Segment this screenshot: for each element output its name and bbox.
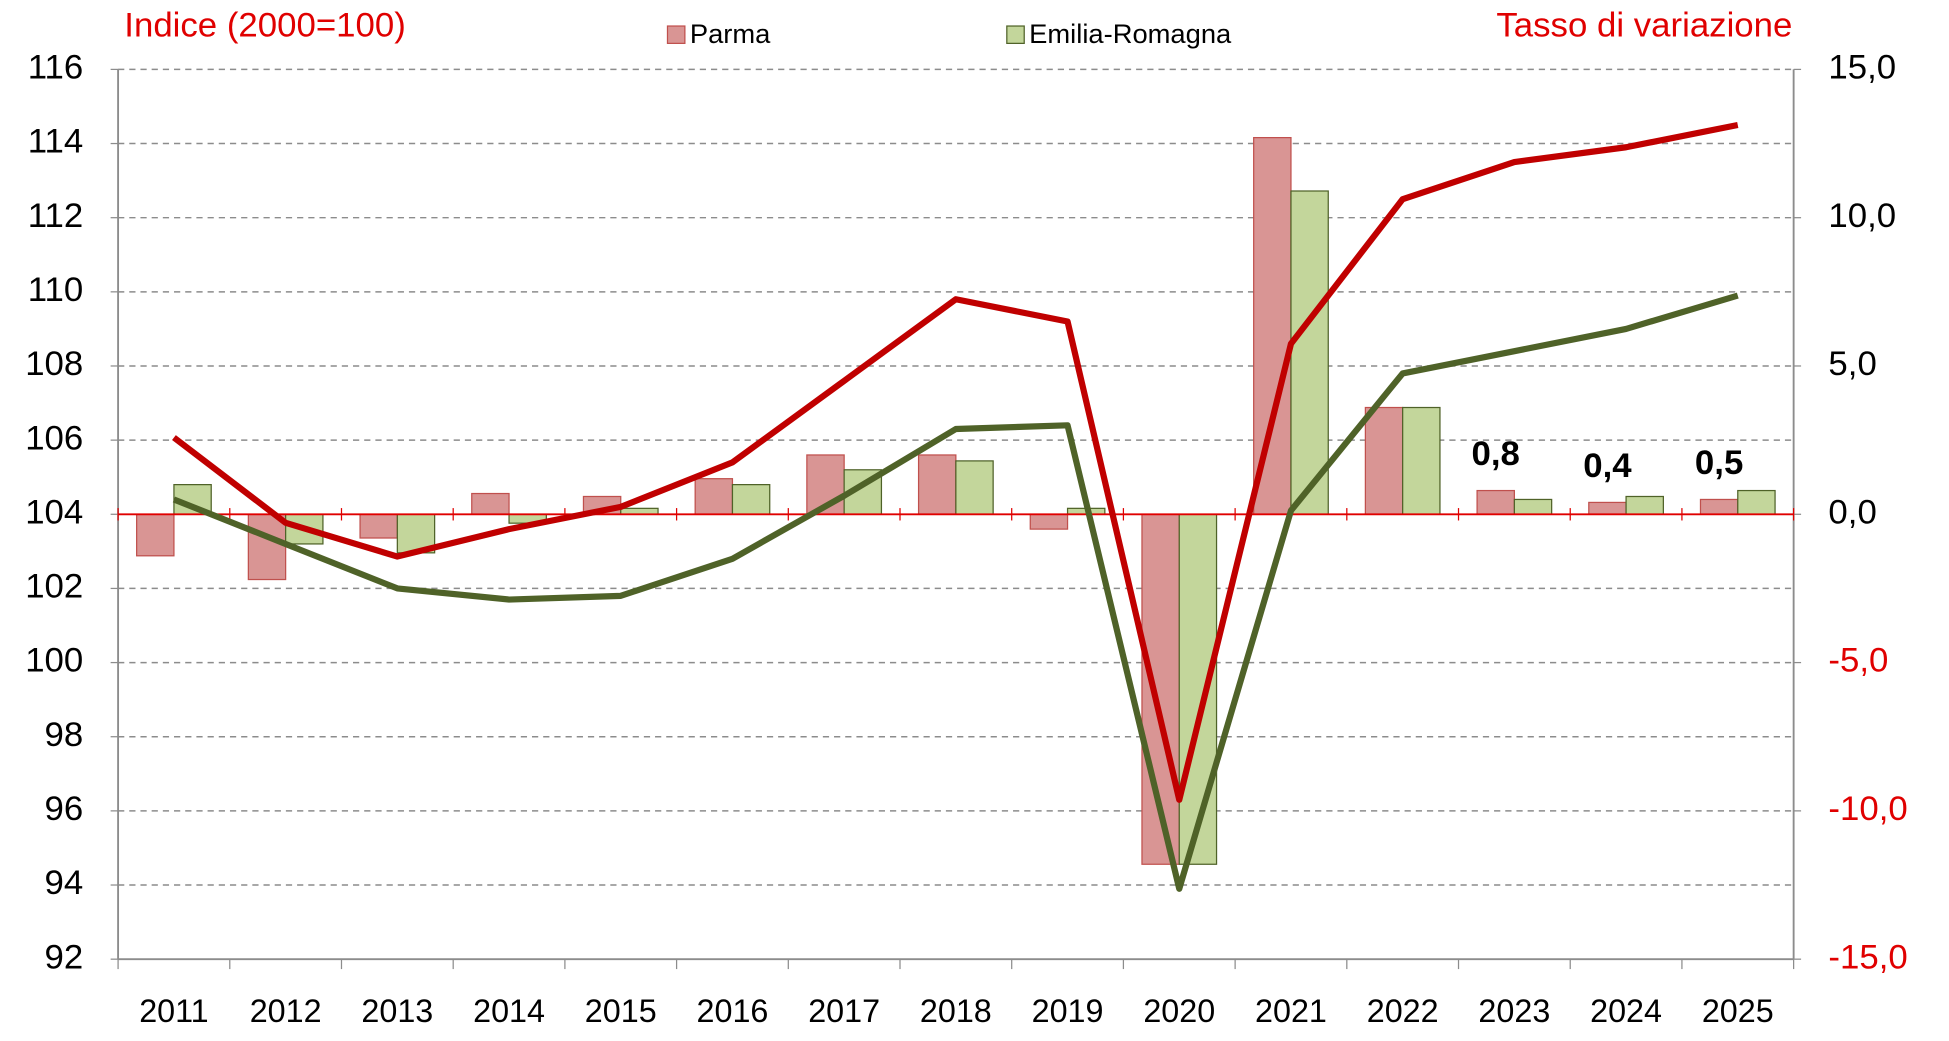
x-tick-label: 2025 xyxy=(1702,993,1774,1029)
bar xyxy=(917,454,957,515)
y-tick-label: 100 xyxy=(25,642,83,680)
x-tick-label: 2019 xyxy=(1032,993,1104,1029)
x-tick-label: 2021 xyxy=(1255,993,1327,1029)
y2-tick-label: 15,0 xyxy=(1828,49,1896,87)
y-tick-label: 112 xyxy=(28,197,83,235)
y2-tick-label: -5,0 xyxy=(1828,642,1888,680)
y-tick-label: 114 xyxy=(28,123,83,161)
bar xyxy=(1737,489,1776,515)
x-tick-label: 2024 xyxy=(1590,993,1662,1029)
y2-tick-label: 10,0 xyxy=(1828,197,1896,235)
line xyxy=(172,121,1739,803)
y-tick-label: 96 xyxy=(45,790,84,828)
bar xyxy=(359,513,398,539)
x-tick-label: 2022 xyxy=(1367,993,1439,1029)
y-tick-label: 110 xyxy=(28,271,83,309)
line xyxy=(172,292,1739,892)
bar xyxy=(1290,190,1329,515)
bar xyxy=(1699,498,1739,515)
bar xyxy=(136,513,175,557)
y-tick-label: 102 xyxy=(25,568,83,606)
legend-label: Parma xyxy=(690,18,771,49)
bar xyxy=(731,484,771,515)
data-label: 0,8 xyxy=(1472,435,1520,473)
bar xyxy=(694,478,734,515)
y-tick-label: 106 xyxy=(25,419,83,457)
y-tick-label: 92 xyxy=(45,938,84,976)
bar xyxy=(1402,406,1441,515)
bar xyxy=(247,513,287,581)
x-tick-label: 2017 xyxy=(808,993,880,1029)
x-tick-label: 2016 xyxy=(697,993,769,1029)
bar xyxy=(1476,489,1515,515)
y-axis-title: Indice (2000=100) xyxy=(124,6,406,44)
bar xyxy=(1625,495,1664,515)
y2-axis-title: Tasso di variazione xyxy=(1496,6,1792,44)
data-label: 0,5 xyxy=(1695,444,1743,482)
legend-swatch xyxy=(1006,25,1025,44)
x-tick-label: 2011 xyxy=(139,993,208,1029)
y-tick-label: 104 xyxy=(25,493,83,531)
data-label: 0,4 xyxy=(1583,447,1632,485)
x-tick-label: 2012 xyxy=(250,993,322,1029)
y-tick-label: 108 xyxy=(25,345,83,383)
x-tick-label: 2013 xyxy=(361,993,433,1029)
y2-tick-label: -10,0 xyxy=(1828,790,1907,828)
bar xyxy=(471,492,510,515)
bar xyxy=(955,460,994,515)
x-tick-label: 2023 xyxy=(1478,993,1550,1029)
x-tick-label: 2018 xyxy=(920,993,992,1029)
y2-tick-label: 0,0 xyxy=(1828,493,1876,531)
y2-tick-label: -15,0 xyxy=(1828,938,1907,976)
x-tick-label: 2020 xyxy=(1143,993,1215,1029)
y2-tick-label: 5,0 xyxy=(1828,345,1876,383)
bar xyxy=(1588,501,1627,515)
bar xyxy=(1513,498,1553,515)
y-tick-label: 116 xyxy=(28,49,83,87)
legend-label: Emilia-Romagna xyxy=(1029,18,1232,49)
y-tick-label: 98 xyxy=(45,716,84,754)
y-tick-label: 94 xyxy=(45,864,84,902)
bar xyxy=(1029,513,1069,530)
x-tick-label: 2014 xyxy=(473,993,545,1029)
bar xyxy=(1253,136,1292,515)
x-tick-label: 2015 xyxy=(585,993,657,1029)
legend-swatch xyxy=(666,25,686,44)
bar xyxy=(1178,513,1218,865)
bar xyxy=(1364,406,1404,515)
